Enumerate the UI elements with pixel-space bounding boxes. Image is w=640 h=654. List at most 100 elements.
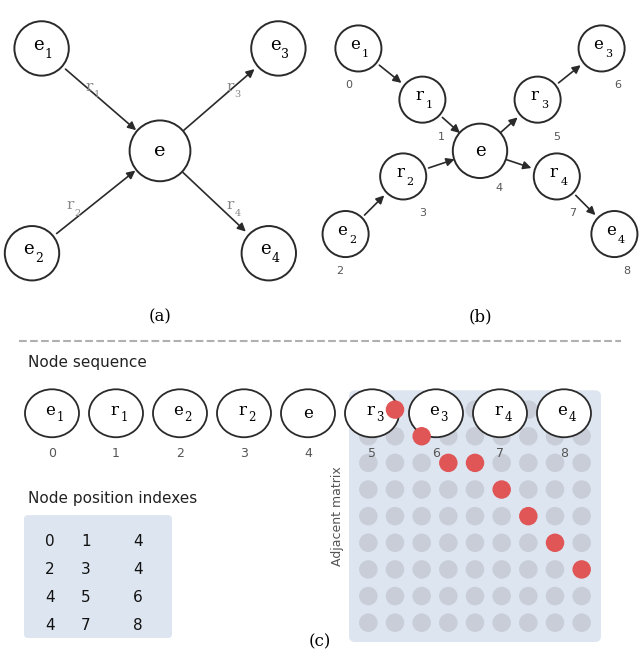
Circle shape bbox=[467, 614, 484, 631]
Circle shape bbox=[129, 120, 191, 181]
Text: r: r bbox=[238, 402, 246, 419]
Circle shape bbox=[573, 401, 590, 418]
Text: 1: 1 bbox=[112, 447, 120, 460]
Text: 4: 4 bbox=[504, 411, 512, 424]
Text: r: r bbox=[67, 198, 74, 213]
Text: e: e bbox=[429, 402, 439, 419]
Circle shape bbox=[413, 587, 430, 604]
Text: 4: 4 bbox=[133, 534, 143, 549]
Text: 8: 8 bbox=[133, 617, 143, 632]
Text: 4: 4 bbox=[45, 617, 55, 632]
Text: 2: 2 bbox=[335, 266, 343, 276]
Text: r: r bbox=[531, 87, 538, 104]
Text: 3: 3 bbox=[376, 411, 384, 424]
Circle shape bbox=[520, 455, 537, 472]
Text: 4: 4 bbox=[495, 183, 503, 193]
Text: r: r bbox=[494, 402, 502, 419]
Text: 2: 2 bbox=[176, 447, 184, 460]
Circle shape bbox=[413, 614, 430, 631]
Text: e: e bbox=[557, 402, 567, 419]
Circle shape bbox=[440, 455, 457, 472]
Text: 4: 4 bbox=[234, 209, 241, 218]
Text: 1: 1 bbox=[56, 411, 64, 424]
Text: 0: 0 bbox=[45, 534, 55, 549]
Text: 6: 6 bbox=[133, 589, 143, 604]
Circle shape bbox=[467, 401, 484, 418]
Circle shape bbox=[520, 534, 537, 551]
Ellipse shape bbox=[89, 389, 143, 438]
Circle shape bbox=[573, 508, 590, 525]
Circle shape bbox=[547, 508, 564, 525]
Text: 8: 8 bbox=[623, 266, 631, 276]
Text: 8: 8 bbox=[560, 447, 568, 460]
Text: 4: 4 bbox=[272, 252, 280, 266]
Text: Node position indexes: Node position indexes bbox=[28, 491, 197, 506]
Circle shape bbox=[579, 26, 625, 71]
Text: r: r bbox=[415, 87, 423, 104]
Circle shape bbox=[520, 508, 537, 525]
Text: e: e bbox=[173, 402, 183, 419]
Text: e: e bbox=[475, 142, 485, 160]
Circle shape bbox=[360, 534, 377, 551]
Text: 4: 4 bbox=[133, 562, 143, 577]
Circle shape bbox=[413, 455, 430, 472]
Circle shape bbox=[440, 428, 457, 445]
Text: 3: 3 bbox=[605, 49, 612, 60]
Circle shape bbox=[387, 401, 404, 418]
Circle shape bbox=[387, 481, 404, 498]
Circle shape bbox=[387, 455, 404, 472]
Circle shape bbox=[467, 561, 484, 578]
Circle shape bbox=[493, 587, 510, 604]
Text: r: r bbox=[396, 164, 404, 181]
Circle shape bbox=[413, 428, 430, 445]
Text: 6: 6 bbox=[614, 80, 621, 90]
Text: e: e bbox=[303, 405, 313, 422]
Text: 7: 7 bbox=[496, 447, 504, 460]
Circle shape bbox=[251, 21, 306, 76]
Circle shape bbox=[573, 534, 590, 551]
FancyBboxPatch shape bbox=[24, 515, 172, 638]
Text: 2: 2 bbox=[248, 411, 256, 424]
Text: e: e bbox=[154, 142, 166, 160]
Text: 2: 2 bbox=[35, 252, 43, 266]
Circle shape bbox=[467, 508, 484, 525]
Text: e: e bbox=[24, 241, 34, 258]
Ellipse shape bbox=[473, 389, 527, 438]
Text: (c): (c) bbox=[309, 633, 331, 650]
Ellipse shape bbox=[345, 389, 399, 438]
Text: 1: 1 bbox=[93, 90, 100, 99]
Circle shape bbox=[323, 211, 369, 257]
Circle shape bbox=[380, 154, 426, 199]
Ellipse shape bbox=[281, 389, 335, 438]
Text: 2: 2 bbox=[45, 562, 55, 577]
Circle shape bbox=[440, 614, 457, 631]
Circle shape bbox=[547, 614, 564, 631]
Circle shape bbox=[547, 455, 564, 472]
Text: e: e bbox=[33, 35, 44, 54]
Text: 7: 7 bbox=[81, 617, 91, 632]
Text: r: r bbox=[366, 402, 374, 419]
Circle shape bbox=[14, 21, 69, 76]
Circle shape bbox=[413, 561, 430, 578]
Circle shape bbox=[493, 508, 510, 525]
Circle shape bbox=[360, 508, 377, 525]
Circle shape bbox=[360, 455, 377, 472]
Text: 5: 5 bbox=[368, 447, 376, 460]
Circle shape bbox=[440, 481, 457, 498]
Circle shape bbox=[573, 428, 590, 445]
Text: 4: 4 bbox=[560, 177, 568, 187]
Circle shape bbox=[387, 561, 404, 578]
Text: Node sequence: Node sequence bbox=[28, 355, 147, 370]
Circle shape bbox=[467, 428, 484, 445]
Circle shape bbox=[387, 508, 404, 525]
Text: e: e bbox=[45, 402, 55, 419]
Text: 3: 3 bbox=[282, 48, 289, 61]
Circle shape bbox=[547, 401, 564, 418]
Text: (a): (a) bbox=[148, 309, 172, 326]
Text: 3: 3 bbox=[234, 90, 241, 99]
Circle shape bbox=[591, 211, 637, 257]
Circle shape bbox=[520, 614, 537, 631]
Circle shape bbox=[387, 534, 404, 551]
Circle shape bbox=[547, 428, 564, 445]
Circle shape bbox=[413, 401, 430, 418]
